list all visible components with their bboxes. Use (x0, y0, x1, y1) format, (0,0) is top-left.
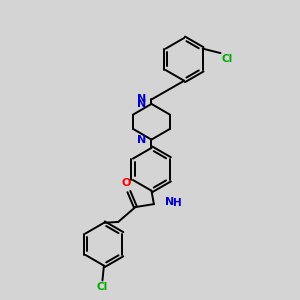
Text: O: O (122, 178, 131, 188)
Text: N: N (137, 135, 147, 145)
Text: Cl: Cl (222, 54, 233, 64)
Text: H: H (173, 199, 182, 208)
Text: N: N (137, 94, 146, 104)
Text: N: N (137, 99, 147, 109)
Text: N: N (165, 197, 174, 207)
Text: Cl: Cl (97, 282, 108, 292)
